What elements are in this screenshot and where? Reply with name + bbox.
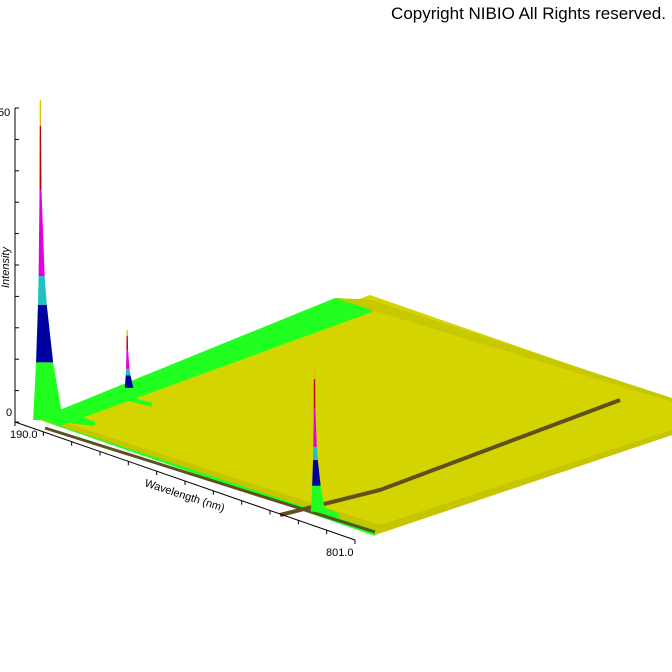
peak-band <box>313 407 317 447</box>
peak-band <box>37 276 47 305</box>
peak-band <box>39 100 42 126</box>
peak-690 <box>310 367 340 518</box>
dark-ridge-line-front <box>44 426 376 534</box>
peak-band <box>312 459 321 486</box>
z-tick-label-max: 50 <box>0 107 10 119</box>
peak-band <box>36 304 54 363</box>
peak-band <box>313 367 316 380</box>
peaks-layer <box>33 100 340 518</box>
surface-floor <box>40 295 672 535</box>
peak-190 <box>33 100 95 426</box>
z-tick-label-min: 0 <box>6 407 12 419</box>
peak-tail <box>126 396 152 407</box>
peak-228 <box>123 330 152 407</box>
x-tick-label-max: 801.0 <box>326 547 354 559</box>
peak-band <box>126 335 129 350</box>
peak-tail <box>40 400 95 426</box>
peak-band <box>124 375 134 388</box>
peak-band <box>313 446 318 460</box>
peak-band <box>125 368 131 376</box>
peak-band <box>313 379 316 408</box>
z-axis-ticks <box>15 107 19 423</box>
peak-band <box>126 330 128 336</box>
z-axis-title: Intensity <box>0 246 12 288</box>
copyright-text: Copyright NIBIO All Rights reserved. <box>391 4 666 23</box>
peak-band <box>38 189 45 276</box>
peak-band <box>126 349 130 369</box>
surface-floor-shade <box>40 418 672 535</box>
back-ridge-top <box>335 298 672 402</box>
peak-tail <box>314 503 340 518</box>
x-axis-ticks <box>14 422 356 544</box>
back-ridge-band <box>40 298 372 426</box>
x-tick-label-min: 190.0 <box>10 429 38 441</box>
peak-band <box>39 125 42 190</box>
